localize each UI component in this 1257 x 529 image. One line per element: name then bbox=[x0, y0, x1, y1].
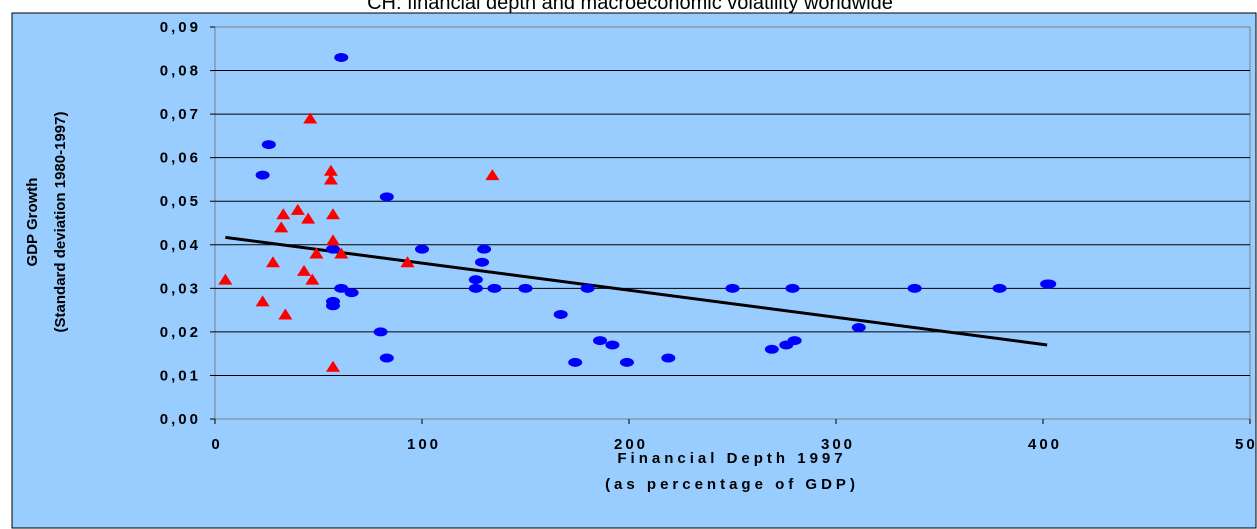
data-point-triangle bbox=[309, 247, 324, 259]
x-tick-label: 200 bbox=[614, 436, 648, 453]
data-point-triangle bbox=[255, 295, 270, 307]
data-point-triangle bbox=[303, 112, 318, 124]
data-point-ellipse bbox=[553, 309, 568, 319]
data-point-triangle bbox=[218, 273, 233, 285]
data-point-triangle bbox=[400, 256, 415, 268]
y-axis-title-line2: (Standard deviation 1980-1997) bbox=[52, 112, 69, 333]
plot-area bbox=[214, 26, 1251, 420]
y-tick-label: 0,07 bbox=[160, 106, 201, 123]
y-tick-label: 0,04 bbox=[160, 237, 201, 254]
y-tick-label: 0,01 bbox=[160, 367, 201, 384]
data-point-ellipse bbox=[373, 327, 388, 337]
data-point-ellipse bbox=[487, 283, 502, 293]
chart-title: CH: financial depth and macroeconomic vo… bbox=[367, 0, 893, 14]
data-point-ellipse bbox=[325, 301, 340, 311]
data-point-ellipse bbox=[785, 283, 800, 293]
data-point-ellipse bbox=[907, 283, 922, 293]
data-point-triangle bbox=[334, 247, 349, 259]
x-axis-ticks: 0 100 200 300 400 500 bbox=[211, 419, 1257, 453]
y-tick-label: 0,03 bbox=[160, 280, 201, 297]
data-point-ellipse bbox=[593, 336, 608, 346]
trend-line-group bbox=[225, 235, 1048, 347]
x-tick-label: 400 bbox=[1028, 436, 1062, 453]
data-point-triangle bbox=[485, 169, 500, 181]
data-point-ellipse bbox=[325, 244, 340, 254]
data-point-ellipse bbox=[725, 283, 740, 293]
data-point-ellipse bbox=[334, 52, 349, 62]
data-point-ellipse bbox=[261, 140, 276, 150]
data-point-ellipse bbox=[605, 340, 620, 350]
data-point-triangle bbox=[265, 256, 280, 268]
ellipse-series bbox=[255, 52, 1057, 367]
data-point-ellipse bbox=[344, 288, 359, 298]
data-point-ellipse bbox=[992, 283, 1007, 293]
x-axis-title-line2: (as percentage of GDP) bbox=[605, 476, 859, 493]
x-tick-label: 500 bbox=[1235, 436, 1257, 453]
data-point-ellipse bbox=[468, 283, 483, 293]
data-point-ellipse bbox=[568, 357, 583, 367]
y-tick-label: 0,05 bbox=[160, 193, 201, 210]
data-point-ellipse bbox=[764, 344, 779, 354]
data-point-triangle bbox=[297, 264, 312, 276]
data-point-ellipse bbox=[1042, 279, 1057, 289]
y-tick-label: 0,09 bbox=[160, 19, 201, 36]
data-point-triangle bbox=[274, 221, 289, 233]
data-point-triangle bbox=[325, 234, 340, 246]
x-tick-label: 100 bbox=[407, 436, 441, 453]
trend-line bbox=[225, 235, 1048, 347]
data-point-ellipse bbox=[475, 257, 490, 267]
data-point-triangle bbox=[325, 208, 340, 220]
data-point-triangle bbox=[323, 173, 338, 185]
data-point-ellipse bbox=[379, 192, 394, 202]
y-tick-label: 0,00 bbox=[160, 411, 201, 428]
data-point-ellipse bbox=[580, 283, 595, 293]
x-axis-title-line1: Financial Depth 1997 bbox=[617, 450, 846, 467]
data-point-ellipse bbox=[415, 244, 429, 254]
data-point-ellipse bbox=[518, 283, 533, 293]
data-point-triangle bbox=[290, 203, 305, 215]
data-point-triangle bbox=[325, 360, 340, 372]
data-point-ellipse bbox=[334, 283, 349, 293]
data-point-triangle bbox=[276, 208, 291, 220]
data-point-triangle bbox=[323, 164, 338, 176]
data-point-ellipse bbox=[661, 353, 676, 363]
triangle-series bbox=[218, 112, 500, 372]
data-point-triangle bbox=[301, 212, 316, 224]
data-point-triangle bbox=[305, 273, 320, 285]
data-point-ellipse bbox=[477, 244, 492, 254]
y-tick-label: 0,02 bbox=[160, 324, 201, 341]
data-point-triangle bbox=[278, 308, 293, 320]
y-tick-label: 0,06 bbox=[160, 150, 201, 167]
data-point-ellipse bbox=[468, 275, 483, 285]
data-point-ellipse bbox=[379, 353, 394, 363]
x-tick-label: 300 bbox=[821, 436, 855, 453]
data-point-ellipse bbox=[619, 357, 634, 367]
data-point-ellipse bbox=[255, 170, 270, 180]
y-tick-label: 0,08 bbox=[160, 63, 201, 80]
data-point-ellipse bbox=[787, 336, 802, 346]
y-axis-ticks: 0,00 0,01 0,02 0,03 0,04 0,05 0,06 0,07 0,08 0,09 bbox=[160, 19, 215, 428]
x-tick-label: 0 bbox=[211, 436, 222, 453]
data-point-ellipse bbox=[851, 323, 866, 333]
y-axis-title-line1: GDP Growth bbox=[24, 178, 41, 267]
